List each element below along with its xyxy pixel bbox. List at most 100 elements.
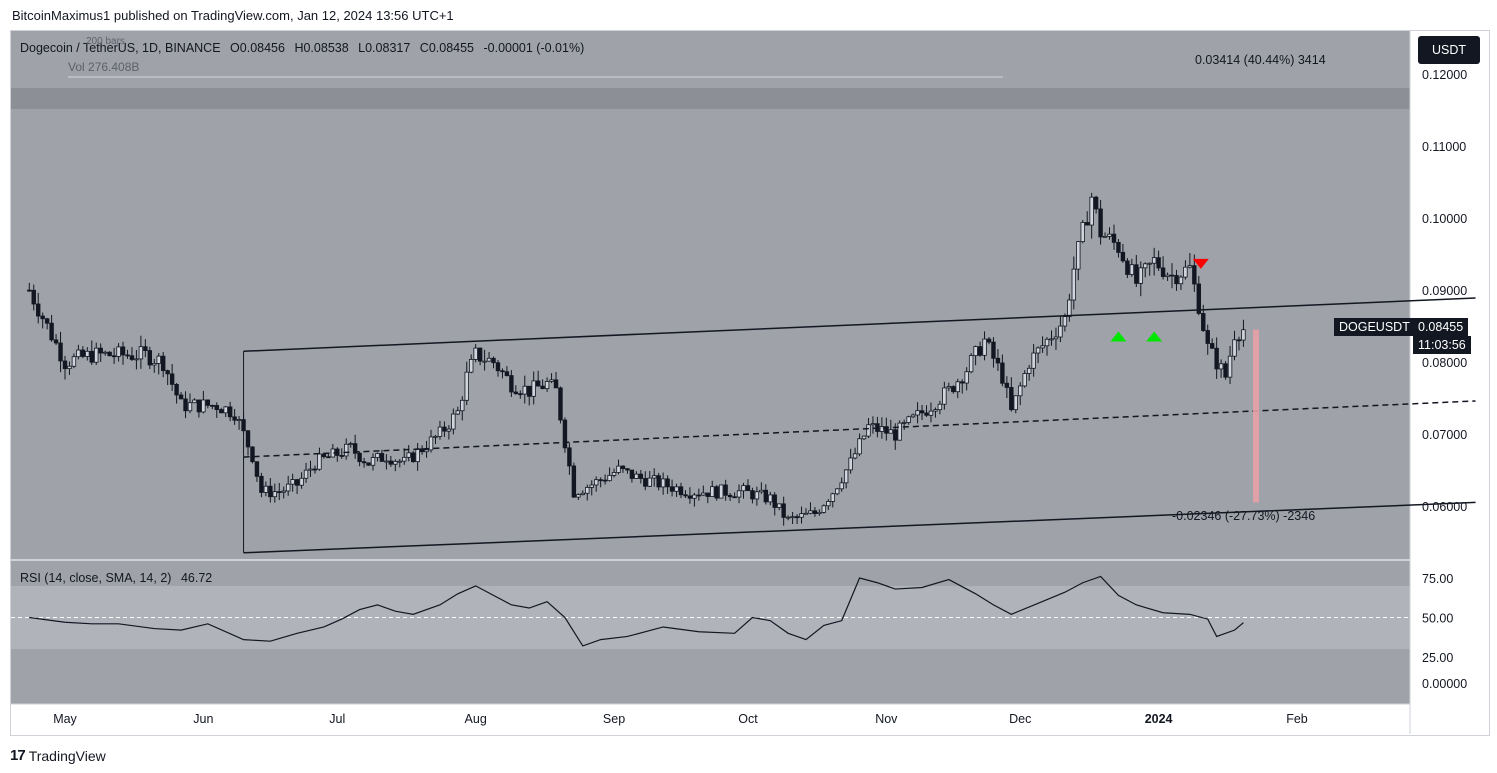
tradingview-logo-icon: 17 <box>10 747 26 764</box>
candle-body <box>1187 265 1193 268</box>
candle-body <box>732 496 737 499</box>
candle-body <box>1035 347 1041 354</box>
candle-body <box>843 469 849 484</box>
candle-body <box>1209 343 1215 349</box>
candle-body <box>1089 196 1094 226</box>
candle-body <box>727 494 733 498</box>
candle-body <box>513 391 519 395</box>
currency-button[interactable]: USDT <box>1418 36 1480 64</box>
candle-body <box>1102 235 1108 238</box>
candle-body <box>196 399 202 413</box>
candle-body <box>352 443 358 454</box>
candle-body <box>67 365 72 370</box>
candle-body <box>518 393 523 396</box>
candle-body <box>884 426 889 434</box>
candle-body <box>625 468 630 471</box>
candle-body <box>696 494 702 497</box>
time-tick-label: Nov <box>875 712 898 726</box>
candle-body <box>219 409 224 414</box>
candle-body <box>620 465 626 470</box>
candle-body <box>607 474 612 482</box>
measure-up-label: 0.03414 (40.44%) 3414 <box>1195 53 1326 67</box>
candle-body <box>268 485 273 498</box>
candle-body <box>759 489 764 493</box>
candle-body <box>937 403 943 411</box>
candle-body <box>861 435 867 440</box>
footer-brand[interactable]: 17 TradingView <box>10 747 106 764</box>
candle-body <box>500 370 505 373</box>
time-tick-label: Dec <box>1009 712 1031 726</box>
price-tick-label: 0.08000 <box>1422 356 1467 370</box>
resistance-zone <box>11 88 1410 109</box>
red-down-arrow-icon <box>1192 258 1209 269</box>
candle-body <box>553 379 559 389</box>
candle-body <box>589 484 594 488</box>
candle-body <box>803 512 809 515</box>
candle-body <box>361 461 367 464</box>
candle-body <box>1125 260 1130 275</box>
candle-body <box>768 494 773 503</box>
candle-body <box>1151 257 1157 264</box>
candle-body <box>27 289 32 292</box>
candle-body <box>285 483 291 492</box>
candle-body <box>303 469 309 479</box>
candle-body <box>129 355 135 360</box>
candle-body <box>1018 385 1023 397</box>
rsi-tick-label: 50.00 <box>1422 612 1453 626</box>
candle-body <box>259 475 264 493</box>
candle-body <box>535 380 541 387</box>
candle-body <box>1009 387 1014 411</box>
candle-body <box>98 347 103 354</box>
candle-body <box>571 465 577 498</box>
candle-body <box>1178 276 1184 285</box>
candle-body <box>161 355 166 371</box>
candle-body <box>879 426 885 432</box>
symbol-name[interactable]: Dogecoin / TetherUS, 1D, BINANCE <box>20 41 221 55</box>
price-tick-label: 0.11000 <box>1422 140 1466 154</box>
symbol-legend[interactable]: Dogecoin / TetherUS, 1D, BINANCE O0.0845… <box>20 41 584 55</box>
publisher-line: BitcoinMaximus1 published on TradingView… <box>12 8 454 23</box>
candle-body <box>165 370 170 375</box>
candle-body <box>527 385 532 397</box>
candle-body <box>397 460 402 463</box>
candle-body <box>1058 325 1063 338</box>
candle-body <box>1040 345 1045 349</box>
candle-body <box>370 457 376 466</box>
price-tick-label: 0.10000 <box>1422 212 1467 226</box>
open-label: O <box>230 41 240 55</box>
candle-body <box>147 350 153 366</box>
candle-body <box>736 490 742 498</box>
candle-body <box>1053 336 1059 340</box>
candle-body <box>491 357 496 364</box>
candle-body <box>1165 274 1170 277</box>
candle-body <box>71 356 77 367</box>
rsi-legend[interactable]: RSI (14, close, SMA, 14, 2) 46.72 <box>20 571 212 585</box>
candle-body <box>49 322 54 341</box>
candle-body <box>442 426 447 432</box>
candle-body <box>647 477 652 487</box>
symbol-price-tag: DOGEUSDT <box>1334 318 1415 336</box>
candle-body <box>94 347 99 363</box>
candle-body <box>602 479 608 482</box>
candle-body <box>951 386 956 393</box>
candle-body <box>339 455 344 457</box>
candle-body <box>281 490 286 493</box>
candle-body <box>1223 363 1228 378</box>
candle-body <box>946 386 952 389</box>
candle-body <box>660 478 666 488</box>
volume-label: Vol 276.408B <box>68 60 140 74</box>
candle-body <box>1174 275 1179 285</box>
candle-body <box>866 424 871 437</box>
candle-body <box>388 460 394 465</box>
candle-body <box>473 347 478 360</box>
candle-body <box>531 380 536 397</box>
rsi-tick-label: 75.00 <box>1422 572 1453 586</box>
candle-body <box>906 416 911 423</box>
candles-group <box>27 192 1246 526</box>
close-label: C <box>419 41 429 55</box>
candle-body <box>250 446 255 463</box>
candle-body <box>1169 274 1175 277</box>
candle-body <box>1138 267 1143 284</box>
candle-body <box>486 357 492 362</box>
